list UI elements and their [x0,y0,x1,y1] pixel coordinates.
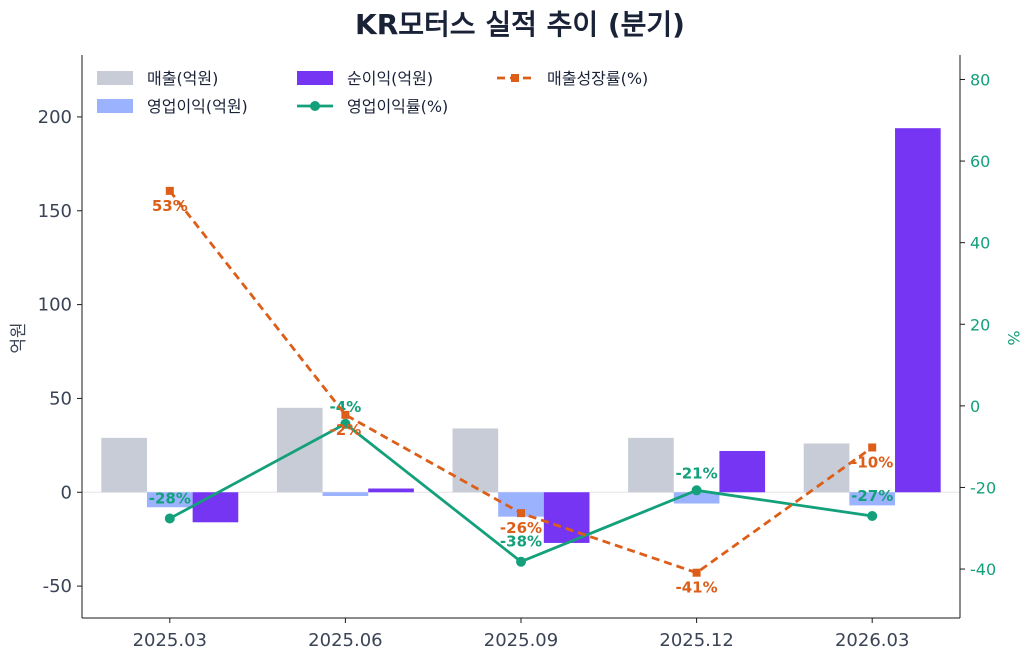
legend-marker-5 [511,74,519,82]
x-tick-label: 2025.06 [308,630,382,651]
bar-2-2025.12 [673,492,720,504]
y-tick-label: -50 [43,576,72,597]
y2-tick-label: -20 [970,478,996,497]
y-axis-label: 억원 [9,322,29,353]
bar-1-2025.12 [628,437,674,493]
x-tick-label: 2026.03 [835,630,909,651]
y-tick-label: 200 [38,107,72,128]
y-tick-label: 100 [38,295,72,316]
data-label-2-2025.06: -2% [330,421,362,439]
y-tick-label: 50 [49,388,72,409]
data-label-1-2025.06: -4% [330,398,362,416]
bar-3-2025.03 [192,492,239,523]
legend-marker-4 [310,101,320,111]
legend-label-2: 영업이익(억원) [147,97,248,116]
bar-3-2026.03 [895,128,941,493]
line-point-1-2025.06 [340,418,351,429]
y2-tick-label: 60 [970,152,990,171]
line-point-1-2025.03 [164,513,175,524]
legend-swatch-3 [297,71,333,85]
data-label-2-2025.12: -41% [676,579,718,597]
data-label-1-2025.09: -38% [500,533,542,551]
x-tick-label: 2025.03 [133,630,207,651]
y-tick-label: 0 [61,482,72,503]
bar-2-2025.06 [322,492,369,497]
line-point-1-2026.03 [867,511,878,522]
bar-1-2025.09 [452,428,499,493]
legend-swatch-1 [97,71,133,85]
line-point-2-2025.03 [165,186,174,195]
data-label-2-2026.03: -10% [851,453,893,471]
data-label-1-2025.12: -21% [676,464,718,482]
line-point-2-2025.06 [341,410,350,419]
line-point-1-2025.09 [516,556,526,567]
bar-2-2026.03 [849,492,896,506]
bar-3-2025.06 [368,488,414,493]
y2-tick-label: 80 [970,70,990,89]
legend: 매출(억원) 영업이익(억원) 순이익(억원) 영업이익률(%) 매출성장률(%) [97,69,648,116]
data-label-2-2025.03: 53% [152,197,188,215]
line-point-2-2025.09 [517,509,525,518]
data-label-2-2025.09: -26% [500,519,542,537]
bar-2-2025.03 [146,492,193,508]
legend-label-5: 매출성장률(%) [547,69,648,88]
line-point-2-2026.03 [868,443,877,452]
legend-label-4: 영업이익률(%) [347,97,448,116]
y2-tick-label: 40 [970,234,990,253]
x-tick-label: 2025.09 [484,630,558,651]
bar-1-2025.06 [276,407,323,493]
bar-1-2025.03 [101,437,147,493]
y2-tick-label: -40 [970,560,996,579]
line-point-1-2025.12 [691,485,702,496]
y2-axis-label: % [1004,330,1023,345]
y-tick-label: 150 [38,201,72,222]
data-label-1-2026.03: -27% [851,487,893,505]
y2-tick-label: 0 [970,397,980,416]
y2-tick-label: 20 [970,315,990,334]
chart-title: KR모터스 실적 추이 (분기) [355,8,685,41]
bar-3-2025.12 [719,450,766,493]
line-point-2-2025.12 [692,568,701,577]
legend-label-1: 매출(억원) [147,69,218,88]
plot-area: -50 0 50 100 150 200 -40 -20 0 20 40 60 80 2025.03 202… [38,55,996,651]
legend-label-3: 순이익(억원) [347,69,433,88]
legend-swatch-2 [97,99,133,113]
x-tick-label: 2025.12 [659,630,733,651]
data-label-1-2025.03: -28% [149,489,191,507]
